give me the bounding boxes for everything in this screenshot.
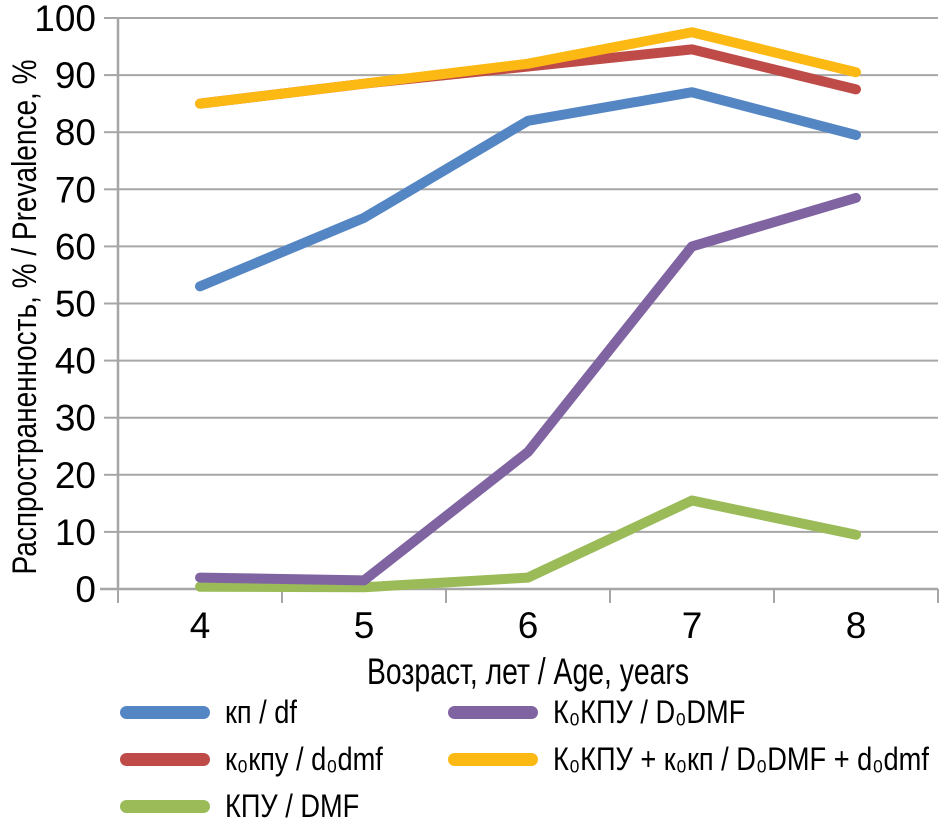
legend-item: К₀КПУ + к₀кп / D₀DMF + d₀dmf xyxy=(448,740,943,778)
x-tick-label: 7 xyxy=(682,605,703,646)
legend-line-swatch xyxy=(120,752,210,766)
y-axis-tick-labels: 0 10 20 30 40 50 60 70 80 90 100 xyxy=(34,0,96,610)
y-tick-label: 10 xyxy=(55,512,96,553)
legend-item: КПУ / DMF xyxy=(120,787,383,820)
x-axis-title: Возраст, лет / Age, years xyxy=(367,651,689,692)
legend-line-swatch xyxy=(120,799,210,813)
series-line-0 xyxy=(195,87,861,292)
legend-item: к₀кпу / d₀dmf xyxy=(120,740,411,778)
y-axis-title: Распространенность, % / Prevalence, % xyxy=(6,60,44,575)
legend-line-swatch xyxy=(448,705,538,719)
series-line-4 xyxy=(195,27,861,109)
y-tick-label: 90 xyxy=(55,55,96,96)
legend-line-swatch xyxy=(448,752,538,766)
y-tick-label: 80 xyxy=(55,112,96,153)
y-tick-label: 50 xyxy=(55,284,96,325)
x-tick-label: 6 xyxy=(518,605,539,646)
y-tick-label: 40 xyxy=(55,341,96,382)
series-line-3 xyxy=(195,192,861,586)
y-tick-label: 30 xyxy=(55,398,96,439)
x-tick-label: 8 xyxy=(846,605,867,646)
prevalence-line-chart: 0 10 20 30 40 50 60 70 80 90 100 4 5 6 7 8 Распростране… xyxy=(6,0,939,692)
chart-canvas: 0 10 20 30 40 50 60 70 80 90 100 4 5 6 7 8 xyxy=(34,0,939,646)
y-tick-label: 70 xyxy=(55,169,96,210)
y-tick-label: 60 xyxy=(55,226,96,267)
y-tick-label: 20 xyxy=(55,455,96,496)
legend-line-swatch xyxy=(120,705,210,719)
y-axis-ticks xyxy=(104,17,118,590)
x-axis-ticks xyxy=(117,589,939,603)
legend-item-label: кп / df xyxy=(225,694,297,730)
x-tick-label: 5 xyxy=(354,605,375,646)
legend-item-label: К₀КПУ / D₀DMF xyxy=(553,694,746,730)
legend-item-label: К₀КПУ + к₀кп / D₀DMF + d₀dmf xyxy=(553,741,929,777)
y-tick-label: 100 xyxy=(34,0,96,39)
series-line-2 xyxy=(195,495,861,593)
y-tick-label: 0 xyxy=(75,569,96,610)
x-tick-label: 4 xyxy=(190,605,211,646)
legend-item-label: к₀кпу / d₀dmf xyxy=(225,741,383,777)
legend-item: кп / df xyxy=(120,693,310,731)
x-axis-tick-labels: 4 5 6 7 8 xyxy=(190,605,867,646)
legend-item: К₀КПУ / D₀DMF xyxy=(448,693,779,731)
legend-item-label: КПУ / DMF xyxy=(225,788,360,820)
